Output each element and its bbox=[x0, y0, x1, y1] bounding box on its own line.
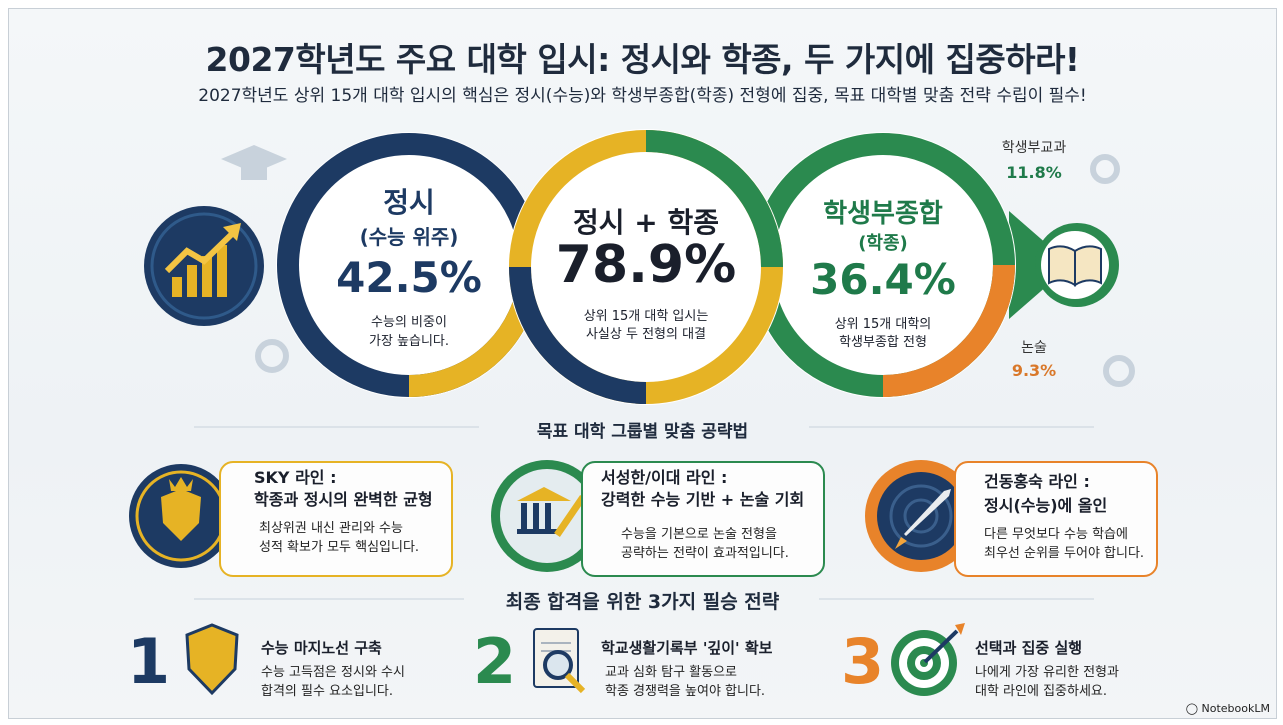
document-magnifier-icon bbox=[533, 628, 586, 694]
combined-ring bbox=[508, 129, 784, 405]
circles-graphic bbox=[129, 129, 1135, 696]
group-seoseonghan-desc-2: 공략하는 전략이 효과적입니다. bbox=[621, 546, 789, 561]
combined-desc-1: 상위 15개 대학 입시는 bbox=[583, 309, 709, 324]
rocket-target-icon bbox=[865, 460, 977, 572]
group-card-sky bbox=[219, 461, 453, 577]
strategy-number-2: 2 bbox=[473, 625, 517, 698]
shield-icon bbox=[185, 623, 239, 696]
hakjong-title: 학생부종합 bbox=[823, 199, 943, 229]
jeongsi-title: 정시 bbox=[383, 186, 435, 219]
jeongsi-desc-1: 수능의 비중이 bbox=[371, 315, 447, 330]
strategy-3-title: 선택과 집중 실행 bbox=[975, 639, 1083, 657]
gear-icon bbox=[255, 154, 1135, 387]
group-card-geondong bbox=[954, 461, 1158, 577]
graduation-cap-icon bbox=[221, 145, 287, 180]
target-arrow-icon bbox=[891, 623, 965, 696]
page-subtitle: 2027학년도 상위 15개 대학 입시의 핵심은 정시(수능)와 학생부종합(… bbox=[198, 86, 1087, 106]
group-geondong-desc-2: 최우선 순위를 두어야 합니다. bbox=[984, 546, 1145, 561]
strategy-1-title: 수능 마지노선 구축 bbox=[261, 639, 382, 657]
group-sky-title-1: SKY 라인 : bbox=[254, 468, 337, 487]
group-geondong-desc-1: 다른 무엇보다 수능 학습에 bbox=[984, 527, 1128, 542]
growth-chart-icon bbox=[144, 206, 264, 326]
hakjong-value: 36.4% bbox=[810, 255, 956, 304]
building-pen-icon bbox=[491, 460, 603, 572]
strategy-number-3: 3 bbox=[841, 625, 885, 698]
hakjong-desc-2: 학생부종합 전형 bbox=[839, 335, 927, 350]
group-geondong-title-2: 정시(수능)에 올인 bbox=[984, 496, 1108, 515]
side-top-value: 11.8% bbox=[1006, 163, 1062, 182]
group-seoseonghan-title-1: 서성한/이대 라인 : bbox=[601, 468, 728, 487]
book-icon bbox=[1041, 231, 1109, 299]
group-sky-desc-1: 최상위권 내신 관리와 수능 bbox=[259, 521, 403, 536]
strategy-2-desc-2: 학종 경쟁력을 높여야 합니다. bbox=[605, 684, 766, 699]
jeongsi-subtitle: (수능 위주) bbox=[359, 225, 459, 249]
side-bottom-label: 논술 bbox=[1021, 340, 1047, 356]
shield-laurel-icon bbox=[129, 464, 233, 568]
notebooklm-logo-text: NotebookLM bbox=[1201, 702, 1270, 715]
side-bottom-value: 9.3% bbox=[1011, 361, 1057, 380]
infographic-page: 2027학년도 주요 대학 입시: 정시와 학종, 두 가지에 집중하라! 20… bbox=[8, 8, 1277, 719]
group-geondong-title-1: 건동홍숙 라인 : bbox=[984, 472, 1090, 491]
jeongsi-value: 42.5% bbox=[336, 253, 482, 302]
group-seoseonghan-title-2: 강력한 수능 기반 + 논술 기회 bbox=[601, 490, 805, 509]
strategy-3-desc-1: 나에게 가장 유리한 전형과 bbox=[975, 665, 1119, 680]
strategy-2-title: 학교생활기록부 '깊이' 확보 bbox=[601, 639, 773, 657]
side-top-label: 학생부교과 bbox=[1001, 140, 1067, 156]
group-seoseonghan-desc-1: 수능을 기본으로 논술 전형을 bbox=[621, 527, 777, 542]
combined-desc-2: 사실상 두 전형의 대결 bbox=[585, 327, 707, 342]
strategy-1-desc-1: 수능 고득점은 정시와 수시 bbox=[261, 665, 405, 680]
combined-value: 78.9% bbox=[555, 235, 737, 295]
strategies-title: 최종 합격을 위한 3가지 필승 전략 bbox=[505, 591, 780, 613]
group-sky-title-2: 학종과 정시의 완벽한 균형 bbox=[254, 490, 433, 509]
notebooklm-logo: ◯ NotebookLM bbox=[1185, 702, 1270, 715]
strategy-1-desc-2: 합격의 필수 요소입니다. bbox=[261, 684, 393, 699]
group-sky-desc-2: 성적 확보가 모두 핵심입니다. bbox=[259, 540, 420, 555]
group-card-seoseonghan bbox=[581, 461, 825, 577]
jeongsi-desc-2: 가장 높습니다. bbox=[368, 334, 450, 349]
strategy-2-desc-1: 교과 심화 탐구 활동으로 bbox=[605, 665, 737, 680]
hakjong-subtitle: (학종) bbox=[858, 233, 908, 254]
page-title: 2027학년도 주요 대학 입시: 정시와 학종, 두 가지에 집중하라! bbox=[205, 40, 1080, 79]
hakjong-desc-1: 상위 15개 대학의 bbox=[834, 317, 932, 332]
strategy-3-desc-2: 대학 라인에 집중하세요. bbox=[975, 684, 1107, 699]
groups-title: 목표 대학 그룹별 맞춤 공략법 bbox=[536, 422, 749, 442]
strategy-number-1: 1 bbox=[127, 625, 171, 698]
combined-title: 정시 + 학종 bbox=[573, 206, 719, 239]
